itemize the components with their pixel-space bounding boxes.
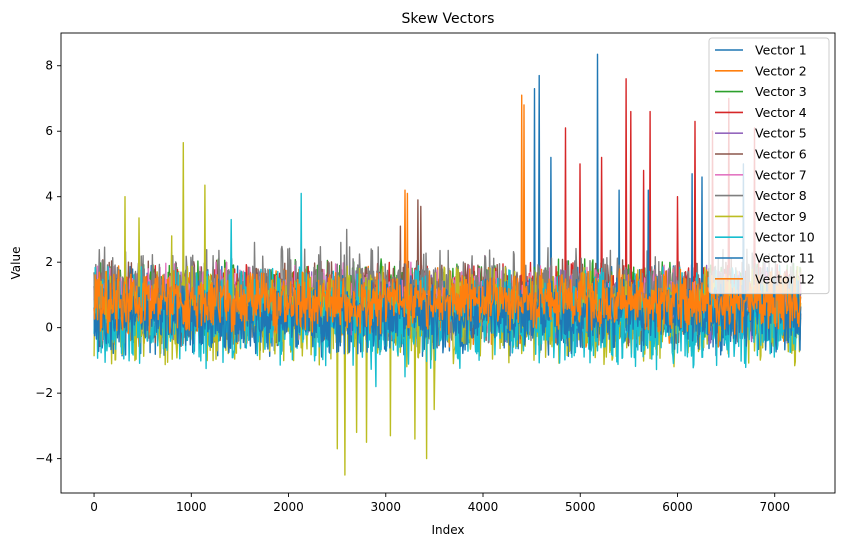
plot-lines bbox=[93, 53, 802, 476]
x-tick-label: 5000 bbox=[565, 500, 596, 514]
y-tick-label: −4 bbox=[35, 452, 53, 466]
legend-label-12: Vector 12 bbox=[755, 271, 815, 286]
y-axis: −4 −2 0 2 4 6 8 bbox=[35, 59, 61, 466]
x-axis: 0 1000 2000 3000 4000 5000 6000 7000 bbox=[90, 493, 790, 514]
series-line-12 bbox=[93, 104, 802, 335]
legend-label-11: Vector 11 bbox=[755, 251, 815, 266]
legend-label-9: Vector 9 bbox=[755, 209, 807, 224]
y-axis-label: Value bbox=[9, 247, 23, 280]
y-tick-label: 6 bbox=[45, 124, 53, 138]
legend: Vector 1 Vector 2 Vector 3 Vector 4 Vector 5… bbox=[708, 37, 830, 295]
legend-label-6: Vector 6 bbox=[755, 147, 807, 162]
legend-label-10: Vector 10 bbox=[755, 230, 815, 245]
x-tick-label: 6000 bbox=[662, 500, 693, 514]
legend-label-2: Vector 2 bbox=[755, 63, 807, 78]
y-tick-label: 4 bbox=[45, 190, 53, 204]
legend-label-8: Vector 8 bbox=[755, 188, 807, 203]
y-tick-label: 8 bbox=[45, 59, 53, 73]
series-line-11 bbox=[93, 163, 802, 355]
y-tick-label: 2 bbox=[45, 255, 53, 269]
x-tick-label: 7000 bbox=[759, 500, 790, 514]
legend-label-7: Vector 7 bbox=[755, 167, 807, 182]
x-axis-label: Index bbox=[431, 523, 464, 537]
x-tick-label: 4000 bbox=[468, 500, 499, 514]
plot-area-frame bbox=[60, 32, 836, 494]
chart-title: Skew Vectors bbox=[402, 11, 495, 27]
y-tick-label: −2 bbox=[35, 386, 53, 400]
x-tick-label: 3000 bbox=[370, 500, 401, 514]
legend-label-1: Vector 1 bbox=[755, 43, 807, 58]
x-tick-label: 0 bbox=[90, 500, 98, 514]
legend-box bbox=[708, 37, 830, 295]
y-tick-label: 0 bbox=[45, 321, 53, 335]
legend-label-3: Vector 3 bbox=[755, 84, 807, 99]
x-tick-label: 1000 bbox=[176, 500, 207, 514]
legend-label-4: Vector 4 bbox=[755, 105, 807, 120]
x-tick-label: 2000 bbox=[273, 500, 304, 514]
legend-label-5: Vector 5 bbox=[755, 126, 807, 141]
